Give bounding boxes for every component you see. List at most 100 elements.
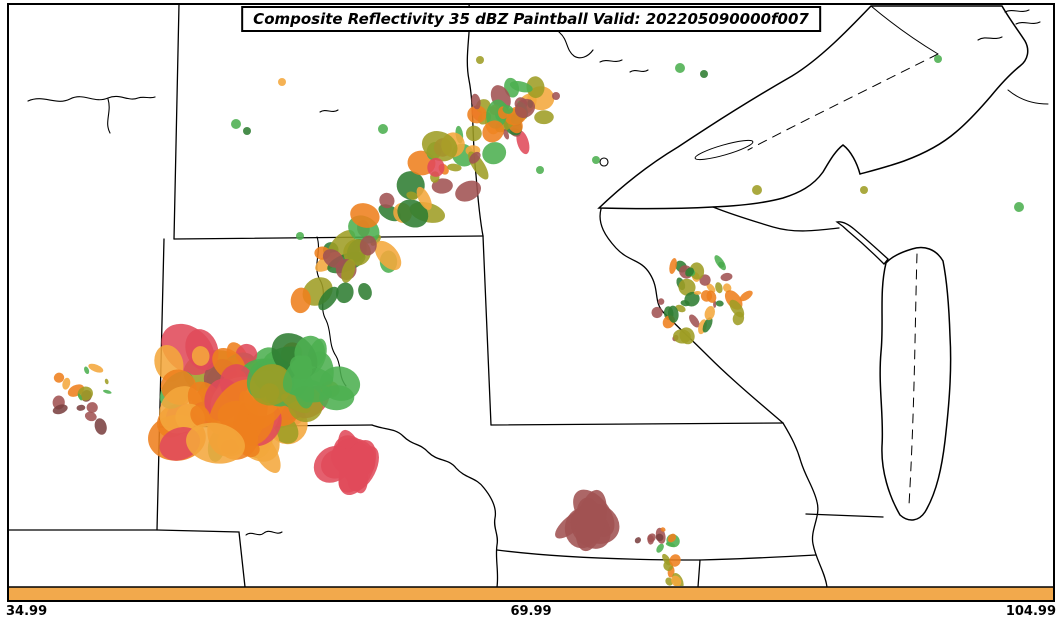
lake-michigan-boundary-dash — [908, 253, 918, 506]
montana-dakota-border — [173, 3, 180, 240]
paintball-blob — [359, 235, 377, 256]
paintball-blob — [667, 533, 677, 543]
border-lakes — [599, 59, 649, 73]
paintball-blob — [715, 300, 724, 307]
paintball-speck — [700, 70, 708, 78]
paintball-blob — [86, 402, 98, 413]
nd-lake-branch — [107, 98, 111, 134]
paintball-blob — [685, 267, 695, 277]
paintball-blob — [657, 298, 665, 305]
mn-wi-border — [599, 208, 784, 424]
paintball-blob — [447, 163, 462, 172]
paintball-blob — [427, 157, 445, 177]
wyoming-east-border — [156, 238, 165, 531]
paintball-blob — [675, 304, 686, 313]
paintball-blob — [466, 125, 482, 142]
mn-ia-border — [490, 422, 784, 426]
paintball-blob — [358, 282, 372, 301]
title-text: Composite Reflectivity 35 dBZ Paintball … — [253, 10, 809, 28]
paintball-blob — [421, 131, 458, 162]
map-frame — [7, 3, 1055, 602]
paintball-blob — [281, 393, 311, 414]
paintball-blob — [397, 199, 429, 228]
paintball-speck — [552, 92, 560, 100]
paintball-speck — [476, 56, 484, 64]
paintball-blob — [699, 274, 711, 286]
paintball-blob — [350, 203, 380, 228]
x-tick-center: 69.99 — [510, 604, 552, 619]
paintball-blob — [534, 110, 554, 125]
paintball-blob — [88, 363, 104, 373]
paintball-blob — [406, 191, 418, 200]
paintball-blob — [103, 389, 112, 394]
paintball-blob — [104, 378, 109, 385]
paintball-blob — [720, 272, 733, 282]
lake-superior-outline — [597, 5, 1029, 210]
paintball-blob — [469, 151, 481, 164]
paintball-speck — [243, 127, 251, 135]
paintball-speck — [675, 63, 685, 73]
nd-sd-border — [173, 235, 484, 240]
paintball-blob — [647, 535, 655, 545]
paintball-blob — [77, 393, 83, 401]
paintball-blob — [471, 93, 481, 110]
paintball-blob — [503, 129, 510, 140]
paintball-blob — [680, 300, 690, 307]
mille-lacs-lake — [599, 157, 609, 167]
paintball-speck — [1014, 202, 1024, 212]
paintball-blob — [190, 405, 211, 428]
paintball-blob — [689, 314, 700, 328]
ia-mo-border — [496, 549, 817, 561]
title-box: Composite Reflectivity 35 dBZ Paintball … — [241, 6, 821, 32]
colorado-river — [245, 530, 283, 536]
paintball-speck — [592, 156, 600, 164]
paintball-blob — [655, 533, 664, 542]
lake-michigan-outline — [879, 246, 952, 521]
paintball-blob — [575, 489, 607, 552]
superior-boundary-dash — [747, 53, 939, 151]
paintball-blob — [715, 282, 723, 294]
paintball-layer — [52, 55, 1024, 586]
paintball-blob — [702, 317, 713, 333]
paintball-blob — [94, 418, 107, 435]
paintball-speck — [378, 124, 388, 134]
x-axis-ticks: 34.99 69.99 104.99 — [0, 604, 1062, 632]
sault-shoreline — [1007, 89, 1049, 105]
paintball-blob — [84, 366, 90, 375]
paintball-speck — [278, 78, 286, 86]
paintball-blob — [706, 290, 717, 303]
paintball-blob — [706, 283, 716, 293]
paintball-blob — [502, 105, 514, 114]
paintball-blob — [191, 346, 210, 366]
paintball-speck — [296, 232, 304, 240]
paintball-blob — [313, 445, 352, 483]
paintball-blob — [52, 404, 68, 415]
paintball-blob — [526, 76, 545, 99]
paintball-blob — [656, 543, 664, 553]
wi-il-border — [805, 513, 884, 518]
isle-royale-outline — [694, 139, 754, 161]
paintball-blob — [678, 278, 696, 296]
paintball-blob — [482, 142, 507, 165]
missouri-river — [371, 424, 499, 588]
x-tick-right: 104.99 — [1005, 604, 1056, 619]
paintball-blob — [732, 311, 745, 326]
corner-lakes — [977, 9, 1041, 41]
paintball-blob — [293, 368, 315, 409]
paintball-blob — [431, 178, 453, 194]
paintball-blob — [739, 290, 753, 302]
paintball-blob — [714, 255, 726, 271]
paintball-blob — [660, 527, 666, 532]
paintball-blob — [669, 258, 677, 274]
paintball-blob — [634, 537, 641, 544]
paintball-speck — [934, 55, 942, 63]
paintball-blob — [374, 240, 402, 271]
paintball-blob — [259, 383, 280, 403]
wy-co-ne-borders — [7, 529, 246, 588]
paintball-blob — [651, 306, 663, 319]
paintball-speck — [231, 119, 241, 129]
paintball-blob — [671, 575, 682, 586]
paintball-blob — [186, 422, 245, 464]
mississippi-river — [782, 422, 828, 588]
